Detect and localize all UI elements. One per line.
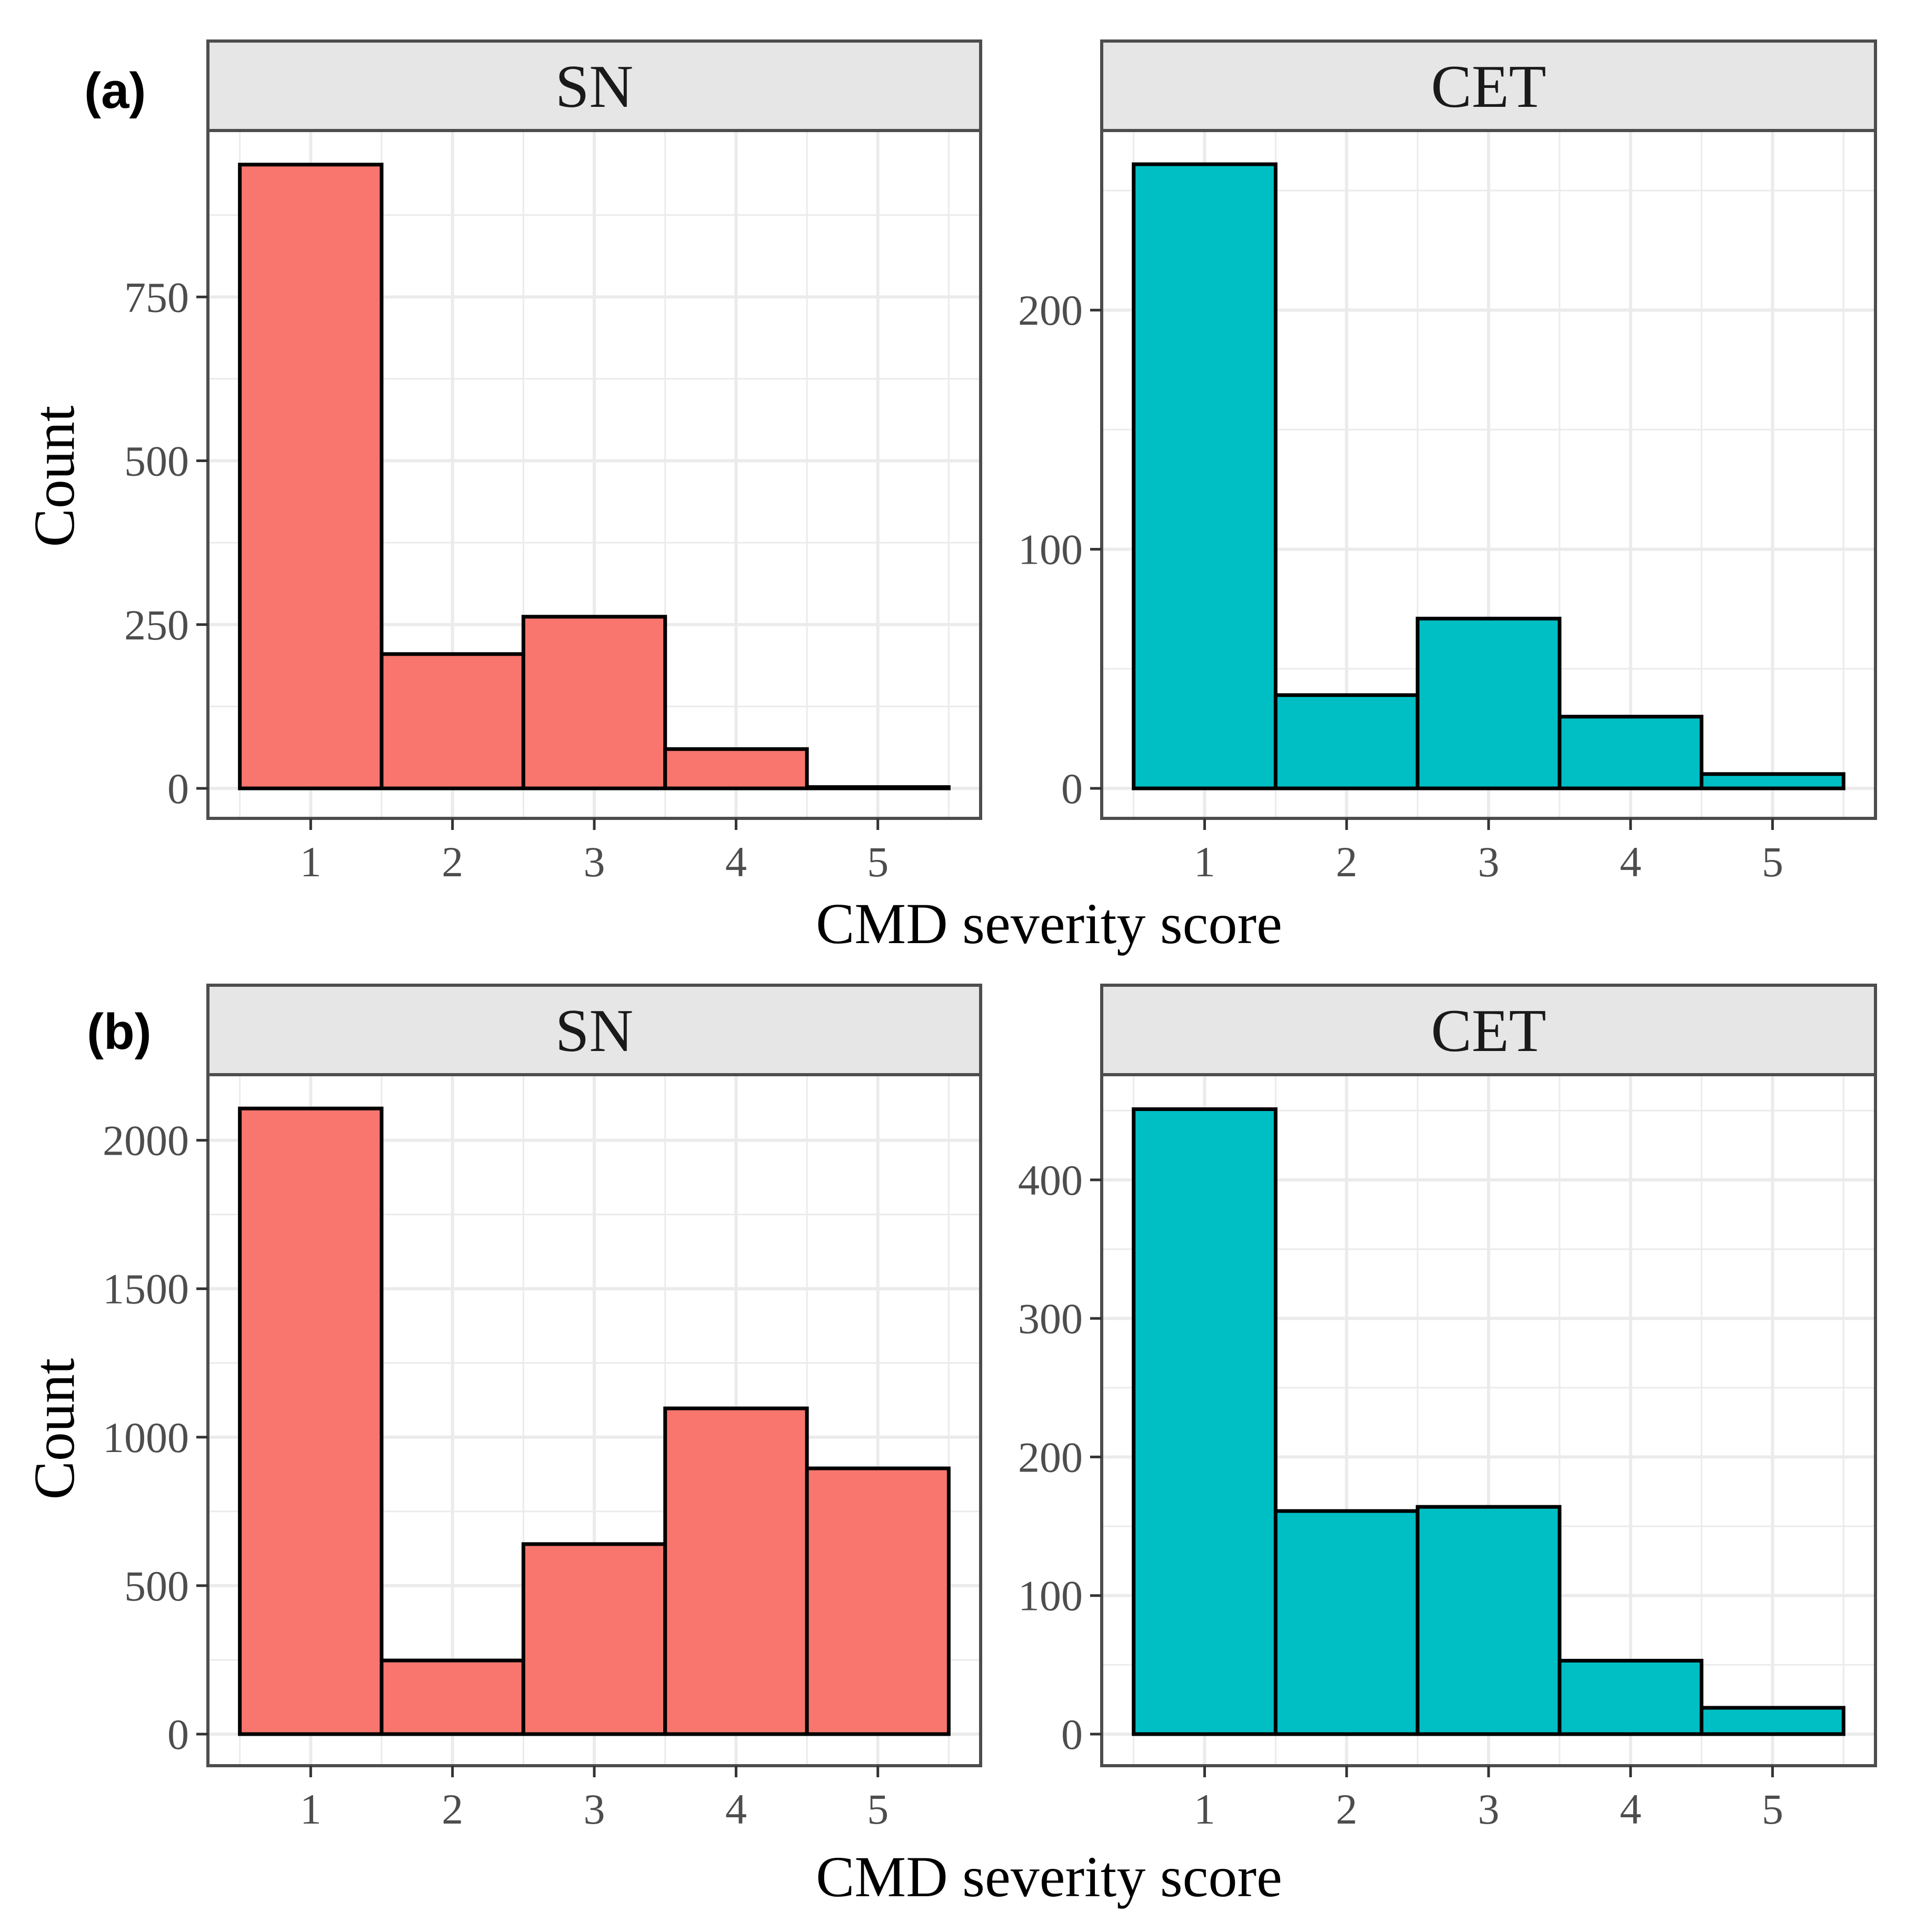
x-tick-label: 1	[1194, 1785, 1215, 1833]
bar-4	[663, 1406, 809, 1736]
bar-1	[238, 1106, 384, 1736]
bar-3	[521, 1542, 667, 1736]
x-tick-label: 3	[584, 838, 605, 886]
x-tick-label: 4	[1620, 838, 1641, 886]
bar-2	[1273, 693, 1420, 790]
y-tick-label: 750	[124, 273, 189, 321]
row-a-xlabel: CMD severity score	[816, 892, 1282, 956]
bar-3	[521, 615, 667, 790]
x-tick-label: 4	[725, 838, 747, 886]
bar-3	[1415, 616, 1562, 790]
bar-5	[805, 785, 951, 790]
bar-2	[1273, 1509, 1420, 1736]
x-tick-label: 2	[442, 838, 463, 886]
y-tick-label: 100	[1018, 526, 1083, 574]
y-tick-label: 1500	[103, 1265, 189, 1313]
facet-strip-label: CET	[1431, 997, 1546, 1065]
panel-a-sn: SN 0 250 500 750 1 2 3 4 5	[124, 39, 982, 886]
y-tick-label: 100	[1018, 1572, 1083, 1620]
bar-4	[1558, 1658, 1704, 1736]
x-tick-label: 5	[1762, 1785, 1783, 1833]
facet-strip-label: CET	[1431, 53, 1546, 121]
bar-5	[805, 1466, 951, 1736]
y-tick-label: 0	[167, 1710, 189, 1758]
facet-strip	[1100, 984, 1877, 1076]
y-tick-label: 1000	[103, 1414, 189, 1461]
row-b-ylabel: Count	[22, 1358, 86, 1500]
x-tick-label: 5	[867, 1785, 889, 1833]
x-tick-label: 5	[1762, 838, 1783, 886]
facet-strip	[206, 39, 982, 132]
y-tick-label: 200	[1018, 1433, 1083, 1481]
x-tick-label: 1	[1194, 838, 1215, 886]
x-tick-label: 3	[584, 1785, 605, 1833]
bar-2	[380, 652, 525, 790]
bar-5	[1700, 772, 1845, 790]
x-tick-label: 2	[1336, 838, 1358, 886]
facet-strip	[206, 984, 982, 1076]
y-tick-label: 500	[124, 437, 189, 485]
x-tick-label: 1	[300, 838, 322, 886]
x-tick-label: 3	[1478, 1785, 1500, 1833]
bar-2	[380, 1658, 525, 1736]
x-tick-label: 2	[442, 1785, 463, 1833]
y-tick-label: 0	[1061, 1710, 1083, 1758]
row-b-tag: (b)	[87, 1004, 152, 1060]
row-b-xlabel: CMD severity score	[816, 1845, 1282, 1909]
bar-1	[1132, 1107, 1278, 1736]
y-tick-label: 200	[1018, 286, 1083, 334]
facet-strip	[1100, 39, 1877, 132]
panel-b-cet: CET 0 100 200 300 400 1 2 3 4 5	[1018, 984, 1877, 1833]
y-tick-label: 300	[1018, 1295, 1083, 1343]
x-tick-label: 4	[725, 1785, 747, 1833]
y-tick-label: 0	[1061, 765, 1083, 813]
facet-strip-label: SN	[555, 53, 633, 121]
facet-strip-label: SN	[555, 997, 633, 1065]
bar-4	[663, 747, 809, 790]
bar-3	[1415, 1505, 1562, 1736]
x-tick-label: 4	[1620, 1785, 1641, 1833]
bar-4	[1558, 715, 1704, 790]
x-tick-label: 3	[1478, 838, 1500, 886]
y-tick-label: 2000	[103, 1117, 189, 1165]
bar-1	[1132, 162, 1278, 790]
y-tick-label: 500	[124, 1562, 189, 1610]
y-tick-label: 0	[167, 765, 189, 813]
x-tick-label: 1	[300, 1785, 322, 1833]
panel-a-cet: CET 0 100 200 1 2 3 4 5	[1018, 39, 1877, 886]
x-tick-label: 2	[1336, 1785, 1358, 1833]
y-tick-label: 400	[1018, 1156, 1083, 1204]
bar-5	[1700, 1706, 1845, 1736]
row-a-tag: (a)	[84, 63, 146, 119]
y-tick-label: 250	[124, 601, 189, 649]
panel-b-sn: SN 0 500 1000 1500 2000 1 2 3 4 5	[103, 984, 982, 1833]
bar-1	[238, 163, 384, 790]
x-tick-label: 5	[867, 838, 889, 886]
row-a-ylabel: Count	[22, 406, 86, 547]
